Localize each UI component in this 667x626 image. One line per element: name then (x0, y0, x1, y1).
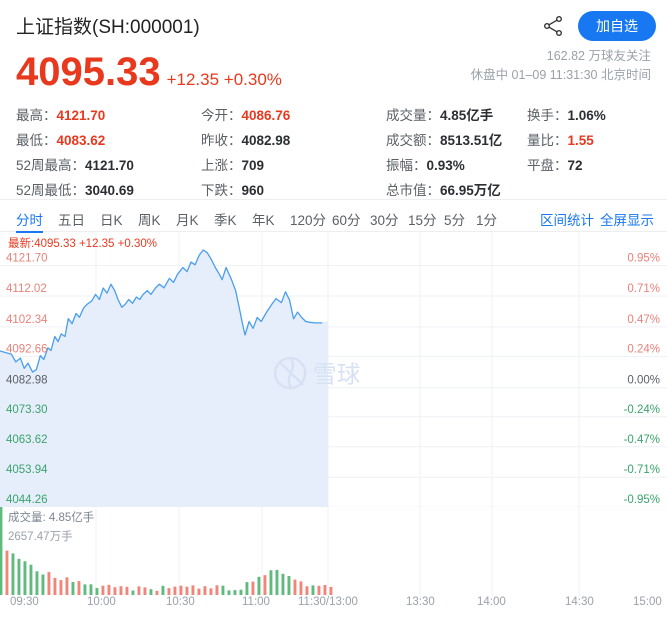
svg-text:雪球: 雪球 (313, 362, 361, 389)
svg-text:4063.62: 4063.62 (6, 434, 48, 446)
svg-text:4082.98: 4082.98 (6, 375, 48, 387)
svg-text:4092.66: 4092.66 (6, 343, 48, 355)
svg-text:0.95%: 0.95% (627, 253, 660, 265)
svg-text:-0.95%: -0.95% (624, 494, 660, 506)
svg-text:-0.47%: -0.47% (624, 434, 660, 446)
svg-text:4073.30: 4073.30 (6, 404, 48, 416)
svg-text:4053.94: 4053.94 (6, 464, 48, 476)
svg-text:4044.26: 4044.26 (6, 494, 48, 506)
svg-text:0.47%: 0.47% (627, 314, 660, 326)
svg-text:0.00%: 0.00% (627, 375, 660, 387)
svg-text:4112.02: 4112.02 (6, 283, 47, 295)
svg-text:0.24%: 0.24% (627, 343, 660, 355)
svg-text:-0.24%: -0.24% (624, 404, 660, 416)
svg-text:0.71%: 0.71% (627, 283, 660, 295)
svg-text:-0.71%: -0.71% (624, 464, 660, 476)
svg-text:4102.34: 4102.34 (6, 314, 48, 326)
svg-text:4121.70: 4121.70 (6, 253, 48, 265)
